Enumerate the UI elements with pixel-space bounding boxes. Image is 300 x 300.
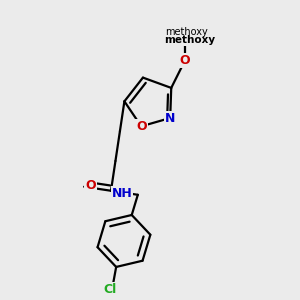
Text: N: N [165, 112, 175, 124]
Text: methoxy: methoxy [164, 35, 215, 45]
Text: O: O [179, 55, 190, 68]
Text: Cl: Cl [103, 283, 117, 296]
Text: O: O [85, 179, 96, 192]
Text: methoxy: methoxy [165, 27, 208, 38]
Text: O: O [136, 120, 147, 133]
Text: NH: NH [112, 187, 132, 200]
